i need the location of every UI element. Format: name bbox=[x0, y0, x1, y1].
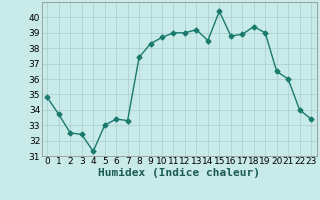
X-axis label: Humidex (Indice chaleur): Humidex (Indice chaleur) bbox=[98, 168, 260, 178]
